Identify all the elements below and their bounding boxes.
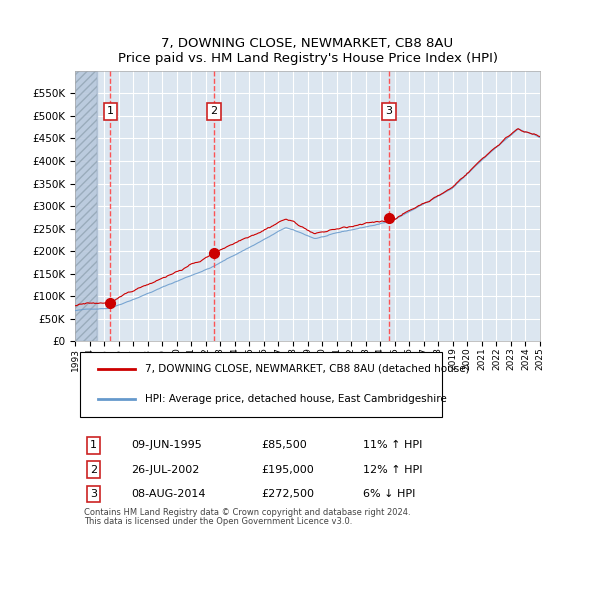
Text: £272,500: £272,500 <box>261 489 314 499</box>
Text: 08-AUG-2014: 08-AUG-2014 <box>131 489 205 499</box>
Text: 3: 3 <box>90 489 97 499</box>
Text: 12% ↑ HPI: 12% ↑ HPI <box>364 465 423 475</box>
Text: 7, DOWNING CLOSE, NEWMARKET, CB8 8AU (detached house): 7, DOWNING CLOSE, NEWMARKET, CB8 8AU (de… <box>145 364 469 374</box>
Text: £85,500: £85,500 <box>261 440 307 450</box>
Text: 2: 2 <box>90 465 97 475</box>
Text: £195,000: £195,000 <box>261 465 314 475</box>
Title: 7, DOWNING CLOSE, NEWMARKET, CB8 8AU
Price paid vs. HM Land Registry's House Pri: 7, DOWNING CLOSE, NEWMARKET, CB8 8AU Pri… <box>118 38 497 65</box>
Text: 26-JUL-2002: 26-JUL-2002 <box>131 465 199 475</box>
Text: 1: 1 <box>90 440 97 450</box>
Text: This data is licensed under the Open Government Licence v3.0.: This data is licensed under the Open Gov… <box>84 517 353 526</box>
Text: 1: 1 <box>107 106 114 116</box>
FancyBboxPatch shape <box>80 352 442 417</box>
Polygon shape <box>75 71 97 342</box>
Text: HPI: Average price, detached house, East Cambridgeshire: HPI: Average price, detached house, East… <box>145 394 446 404</box>
Text: 11% ↑ HPI: 11% ↑ HPI <box>364 440 422 450</box>
Text: 3: 3 <box>385 106 392 116</box>
Text: 2: 2 <box>211 106 218 116</box>
Text: 6% ↓ HPI: 6% ↓ HPI <box>364 489 416 499</box>
Text: 09-JUN-1995: 09-JUN-1995 <box>131 440 202 450</box>
Text: Contains HM Land Registry data © Crown copyright and database right 2024.: Contains HM Land Registry data © Crown c… <box>84 508 411 517</box>
